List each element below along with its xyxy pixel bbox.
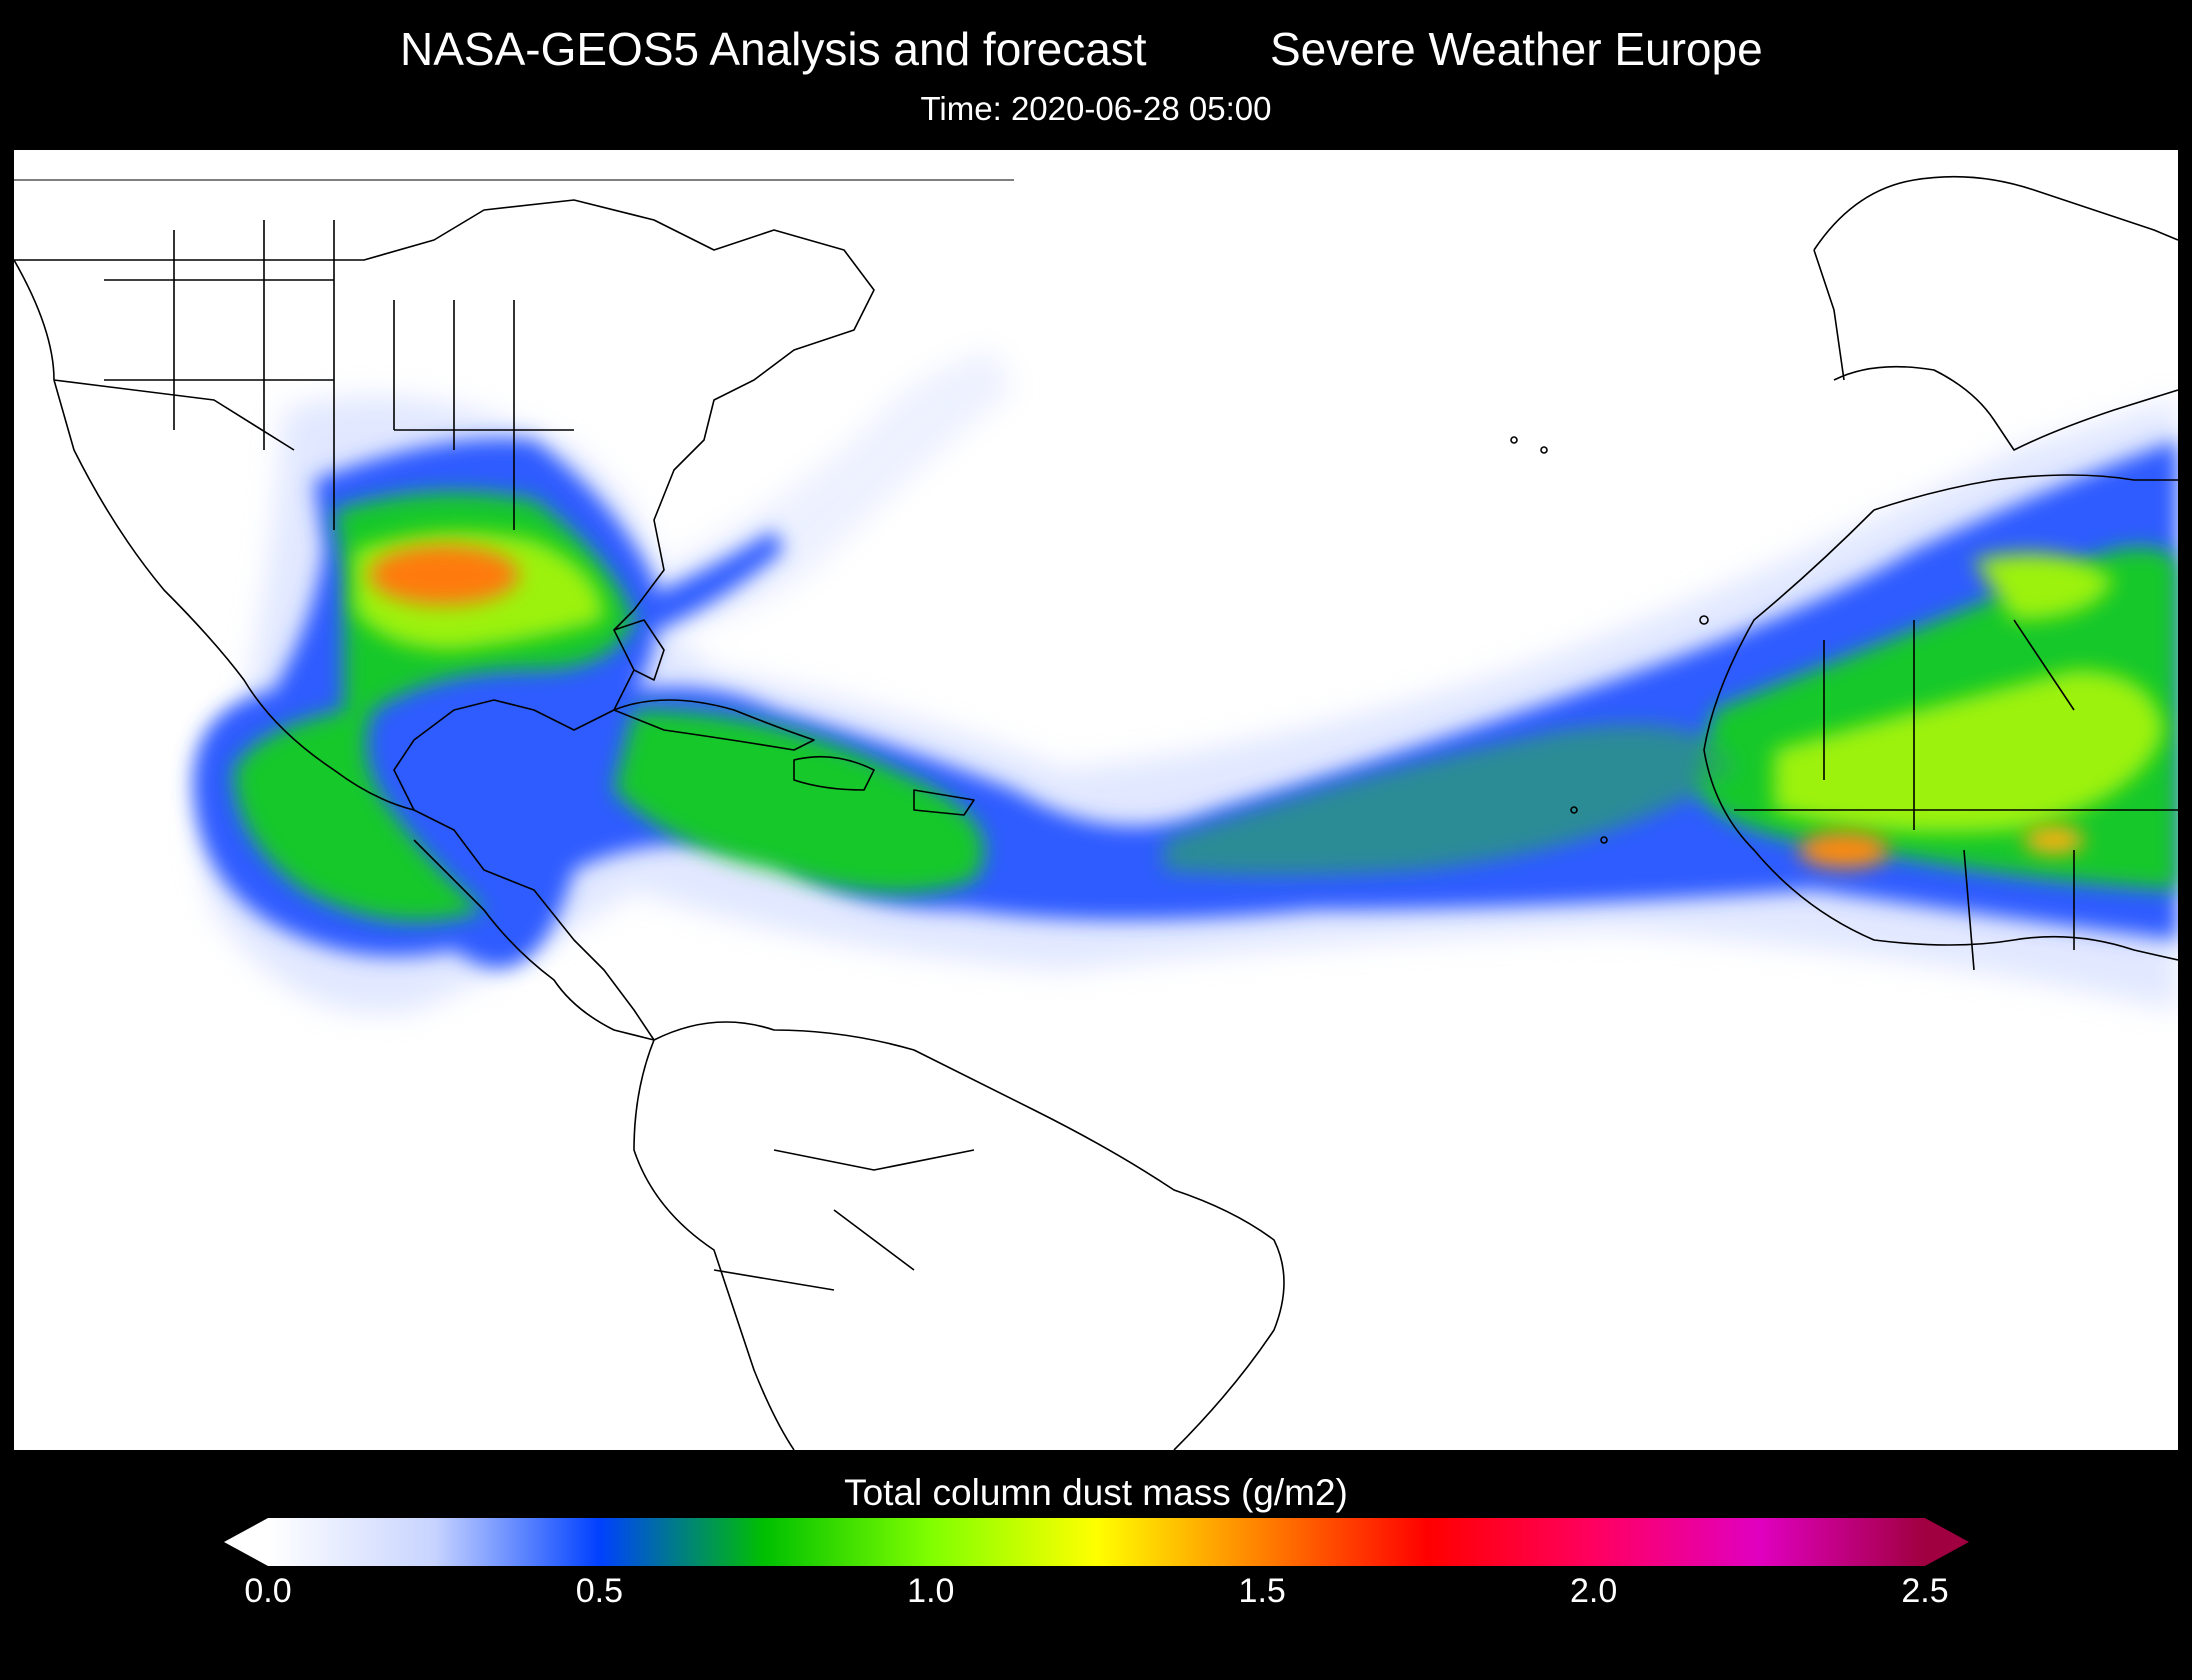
colorbar-min-arrow bbox=[224, 1518, 268, 1566]
colorbar-tick-label: 0.0 bbox=[244, 1572, 292, 1610]
coastlines bbox=[14, 175, 2178, 1450]
colorbar-tick-label: 1.5 bbox=[1238, 1572, 1286, 1610]
colorbar-tick-label: 2.5 bbox=[1901, 1572, 1949, 1610]
colorbar-tick-label: 0.5 bbox=[575, 1572, 624, 1610]
colorbar-gradient bbox=[268, 1518, 1925, 1566]
colorbar-tick-label: 2.0 bbox=[1569, 1572, 1618, 1610]
brand-title: Severe Weather Europe bbox=[1270, 23, 1763, 75]
colorbar-tick-label: 1.0 bbox=[907, 1572, 955, 1610]
forecast-time: Time: 2020-06-28 05:00 bbox=[920, 90, 1272, 127]
colorbar bbox=[224, 1518, 1969, 1566]
dust-map bbox=[14, 150, 2178, 1450]
title-row: NASA-GEOS5 Analysis and forecast Severe … bbox=[0, 22, 2192, 82]
colorbar-title: Total column dust mass (g/m2) bbox=[844, 1472, 1348, 1513]
colorbar-max-arrow bbox=[1925, 1518, 1969, 1566]
dust-hotspot-layer bbox=[369, 545, 2084, 868]
map-title: NASA-GEOS5 Analysis and forecast bbox=[400, 23, 1147, 75]
